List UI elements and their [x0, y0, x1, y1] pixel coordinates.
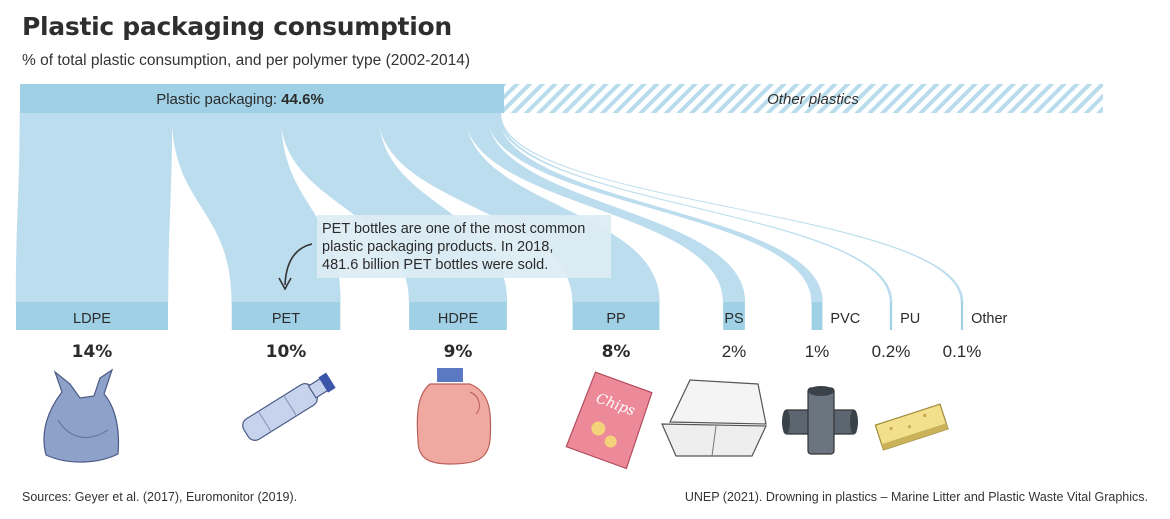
value-label-pvc: 1% [805, 342, 830, 361]
value-label-ldpe: 14% [72, 342, 113, 362]
category-label-pvc: PVC [830, 311, 860, 327]
packaging-label: Plastic packaging: 44.6% [156, 91, 324, 108]
value-label-pu: 0.2% [872, 342, 911, 361]
packaging-label-prefix: Plastic packaging: [156, 91, 281, 108]
pvc-pipe-icon [782, 386, 858, 455]
other-plastics-label: Other plastics [767, 91, 859, 108]
bar-pet [231, 302, 341, 330]
bar-pvc [811, 302, 823, 330]
flow-pvc [486, 112, 823, 303]
packaging-label-value: 44.6% [281, 91, 324, 108]
annotation-text: PET bottles are one of the most common p… [322, 221, 589, 273]
value-label-ps: 2% [722, 342, 747, 361]
flow-ldpe [15, 112, 173, 303]
sponge-icon [874, 403, 949, 451]
category-label-hdpe: HDPE [438, 311, 479, 327]
value-label-pp: 8% [602, 342, 631, 362]
packaging-bar [20, 84, 504, 113]
bar-other [960, 302, 964, 330]
chips-bag-icon: Chips [565, 371, 653, 470]
sources-note: Sources: Geyer et al. (2017), Euromonito… [22, 490, 298, 504]
plastic-bag-icon [43, 368, 120, 463]
category-label-pp: PP [606, 311, 625, 327]
category-label-pet: PET [272, 311, 300, 327]
bar-ldpe [16, 302, 168, 330]
annotation-arrowhead [278, 277, 292, 291]
annotation-arrow [284, 243, 313, 286]
category-label-ldpe: LDPE [73, 311, 111, 327]
detergent-jug-icon [416, 368, 492, 465]
annotation-box [317, 215, 611, 278]
annotation-line-1: PET bottles are one of the most common [322, 221, 585, 237]
credit-note: UNEP (2021). Drowning in plastics – Mari… [684, 490, 1148, 504]
category-label-pu: PU [900, 311, 920, 327]
value-label-other: 0.1% [943, 342, 982, 361]
annotation: PET bottles are one of the most common p… [278, 215, 611, 291]
category-label-other: Other [971, 311, 1007, 327]
other-plastics-bar [504, 84, 1103, 113]
annotation-line-2: plastic packaging products. In 2018, [322, 239, 553, 255]
bar-hdpe [409, 302, 507, 330]
bar-ps [723, 302, 745, 330]
value-label-pet: 10% [266, 342, 307, 362]
value-label-hdpe: 9% [444, 342, 473, 362]
foam-container-icon [661, 379, 767, 457]
bar-pu [889, 302, 893, 330]
chart-title: Plastic packaging consumption [22, 12, 452, 41]
icon-group: Chips [43, 368, 949, 470]
bar-pp [572, 302, 660, 330]
annotation-line-3: 481.6 billion PET bottles were sold. [322, 257, 548, 273]
category-label-ps: PS [724, 311, 743, 327]
plastic-bottle-icon [242, 372, 336, 441]
chart-subtitle: % of total plastic consumption, and per … [22, 52, 471, 69]
